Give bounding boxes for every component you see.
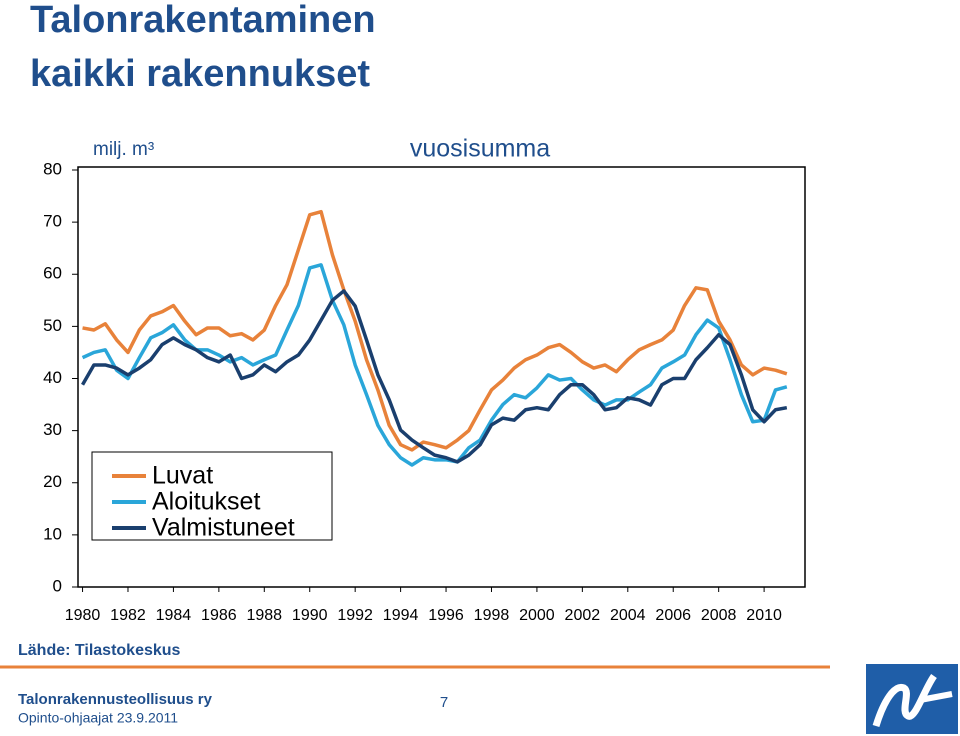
x-tick-label: 1988	[246, 607, 282, 624]
logo	[866, 664, 958, 734]
legend-label: Aloitukset	[152, 488, 260, 516]
slide-title: Talonrakentaminen	[30, 0, 376, 41]
x-tick-label: 1982	[110, 607, 146, 624]
footer-event: Opinto-ohjaajat 23.9.2011	[18, 710, 178, 726]
legend-box	[91, 451, 333, 541]
slide-title: kaikki rakennukset	[30, 53, 370, 95]
x-tick-label: 2008	[701, 607, 737, 624]
x-tick-label: 2000	[519, 607, 555, 624]
x-tick-label: 2004	[610, 607, 646, 624]
y-tick-label: 10	[43, 524, 62, 543]
y-tick-label: 20	[43, 472, 62, 491]
x-tick-label: 2010	[746, 607, 782, 624]
x-tick-label: 1992	[337, 607, 373, 624]
unit-label: milj. m³	[93, 139, 154, 160]
page-number: 7	[440, 694, 448, 711]
x-tick-label: 2002	[565, 607, 601, 624]
plot-frame	[77, 166, 806, 588]
x-tick-label: 2006	[655, 607, 691, 624]
legend-label: Luvat	[152, 462, 213, 490]
legend-label: Valmistuneet	[152, 514, 295, 542]
x-tick-label: 1996	[428, 607, 464, 624]
y-tick-label: 40	[43, 368, 62, 387]
x-tick-label: 1986	[201, 607, 237, 624]
y-tick-label: 0	[53, 576, 62, 595]
series-line	[81, 289, 788, 464]
y-tick-label: 60	[43, 264, 62, 283]
x-tick-label: 1998	[474, 607, 510, 624]
x-tick-label: 1980	[65, 607, 101, 624]
x-tick-label: 1984	[156, 607, 192, 624]
series-line	[81, 263, 788, 467]
series-line	[82, 209, 788, 452]
footer-org: Talonrakennusteollisuus ry	[18, 691, 213, 708]
y-tick-label: 80	[43, 159, 62, 178]
source: Lähde: Tilastokeskus	[18, 642, 181, 659]
y-tick-label: 30	[43, 420, 62, 439]
x-tick-label: 1994	[383, 607, 419, 624]
y-tick-label: 50	[43, 316, 62, 335]
chart-subtitle: vuosisumma	[410, 135, 550, 163]
x-tick-label: 1990	[292, 607, 328, 624]
y-tick-label: 70	[43, 212, 62, 231]
